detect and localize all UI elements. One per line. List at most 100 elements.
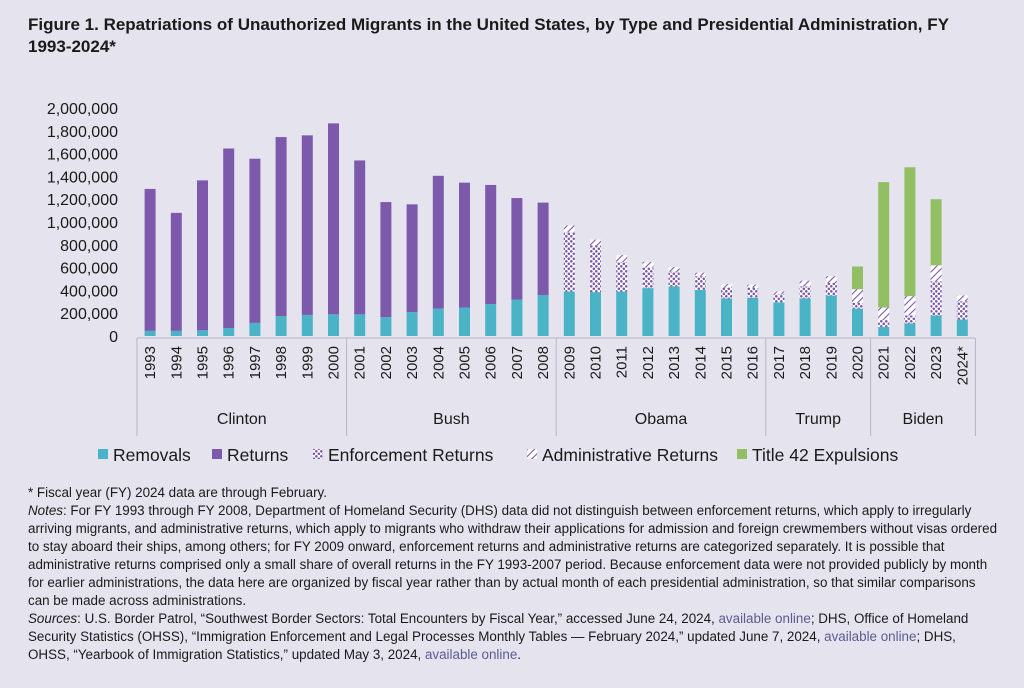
x-tick-label: 2019 xyxy=(823,346,840,379)
figure-title: Figure 1. Repatriations of Unauthorized … xyxy=(28,15,949,56)
x-tick-label: 2011 xyxy=(614,346,631,378)
stacked-bar-chart: 0 200,000 400,000 600,000 800,000 1,000,000 1,… xyxy=(47,101,976,465)
x-tick-label: 2010 xyxy=(588,346,605,379)
source-link-1[interactable]: available online xyxy=(718,611,811,626)
bar-segment-removals xyxy=(904,323,916,336)
x-tick-label: 2017 xyxy=(771,346,788,379)
administration-label: Bush xyxy=(433,411,469,428)
bar-segment-title-42-expulsions xyxy=(852,266,863,290)
legend-swatch xyxy=(212,449,222,459)
bar-segment-removals xyxy=(380,317,392,336)
y-tick-label: 2,000,000 xyxy=(47,101,118,118)
bar-segment-removals xyxy=(144,330,156,336)
bar-segment-removals xyxy=(354,314,366,336)
bar-segment-removals xyxy=(852,308,863,336)
bar-segment-removals xyxy=(825,295,837,336)
bar-segment-enforcement-returns xyxy=(694,276,706,290)
legend-swatch xyxy=(527,449,537,459)
bar-segment-returns xyxy=(301,135,313,315)
bar-segment-returns xyxy=(537,202,549,295)
bar-segment-removals xyxy=(563,291,575,336)
bar-segment-removals xyxy=(328,314,339,336)
bar-segment-removals xyxy=(616,291,628,336)
legend-label: Enforcement Returns xyxy=(328,445,494,465)
y-tick-label: 800,000 xyxy=(60,238,118,255)
bar-segment-enforcement-returns xyxy=(878,320,890,327)
notes-label: Notes xyxy=(28,503,63,518)
y-tick-label: 1,400,000 xyxy=(47,169,118,186)
bars xyxy=(144,123,968,336)
x-tick-label: 2007 xyxy=(509,346,526,379)
bar-segment-enforcement-returns xyxy=(825,282,837,296)
bar-segment-returns xyxy=(432,175,444,309)
bar-segment-removals xyxy=(249,322,261,336)
administration-label: Obama xyxy=(635,411,688,428)
bar-segment-returns xyxy=(380,202,392,318)
sources-text-3: ; DHS, OHSS, “Yearbook of Immigration St… xyxy=(28,629,956,662)
notes-paragraph: Notes: For FY 1993 through FY 2008, Depa… xyxy=(28,502,998,610)
bar-segment-removals xyxy=(930,315,942,336)
sources-paragraph: Sources: U.S. Border Patrol, “Southwest … xyxy=(28,610,998,664)
legend: Removals Returns Enforcement Returns Admini… xyxy=(98,445,898,465)
bar-segment-administrative-returns xyxy=(904,296,916,316)
y-tick-label: 1,600,000 xyxy=(47,147,118,164)
administration-label: Trump xyxy=(795,411,841,428)
bar-segment-enforcement-returns xyxy=(904,315,916,324)
bar-segment-removals xyxy=(511,299,523,336)
bar-segment-administrative-returns xyxy=(825,276,837,283)
bar-segment-removals xyxy=(170,330,182,336)
x-tick-label: 2016 xyxy=(745,346,762,379)
y-axis: 0 200,000 400,000 600,000 800,000 1,000,000 1,… xyxy=(47,101,118,346)
sources-text-2: ; DHS, Office of Homeland Security Stati… xyxy=(28,611,969,644)
x-tick-label: 2018 xyxy=(797,346,814,379)
x-tick-label: 2009 xyxy=(561,346,578,379)
administration-label: Clinton xyxy=(217,411,267,428)
bar-segment-removals xyxy=(432,308,444,336)
sources-label: Sources xyxy=(28,611,78,626)
bar-segment-enforcement-returns xyxy=(956,301,968,320)
x-tick-label: 2020 xyxy=(850,346,867,379)
bar-segment-title-42-expulsions xyxy=(930,199,942,266)
x-tick-label: 2004 xyxy=(430,346,447,379)
bar-segment-administrative-returns xyxy=(930,265,942,282)
bar-segment-enforcement-returns xyxy=(930,281,942,316)
bar-segment-administrative-returns xyxy=(878,307,890,321)
bar-segment-enforcement-returns xyxy=(747,287,759,298)
bar-segment-removals xyxy=(223,328,235,336)
x-tick-label: 2022 xyxy=(902,346,919,379)
sources-text-4: . xyxy=(517,647,522,662)
bar-segment-returns xyxy=(459,182,470,308)
bar-segment-enforcement-returns xyxy=(773,294,785,303)
chart-notes: * Fiscal year (FY) 2024 data are through… xyxy=(28,484,998,664)
bar-segment-removals xyxy=(878,326,890,336)
bar-segment-enforcement-returns xyxy=(852,302,863,309)
bar-segment-enforcement-returns xyxy=(590,245,601,293)
bar-segment-administrative-returns xyxy=(852,289,863,303)
legend-swatch xyxy=(737,449,747,459)
bar-segment-administrative-returns xyxy=(590,239,601,246)
bar-segment-removals xyxy=(799,298,811,336)
bar-segment-removals xyxy=(956,319,968,336)
x-tick-label: 2001 xyxy=(352,346,369,379)
footnote: * Fiscal year (FY) 2024 data are through… xyxy=(28,485,327,500)
x-axis: 1993 1994 1995 1996 1997 1998 1999 2000 2001 2002… xyxy=(136,337,976,436)
x-tick-label: 1998 xyxy=(273,346,290,379)
bar-segment-enforcement-returns xyxy=(616,261,628,292)
bar-segment-enforcement-returns xyxy=(799,286,811,299)
x-tick-label: 2024* xyxy=(954,346,971,385)
source-link-3[interactable]: available online xyxy=(424,647,518,662)
bar-segment-returns xyxy=(511,198,523,300)
source-link-2[interactable]: available online xyxy=(824,629,917,644)
y-tick-label: 1,800,000 xyxy=(47,124,118,141)
bar-segment-removals xyxy=(459,307,470,336)
bar-segment-removals xyxy=(721,298,732,336)
y-tick-label: 200,000 xyxy=(60,306,118,323)
bar-segment-enforcement-returns xyxy=(642,267,654,289)
legend-label: Returns xyxy=(227,445,289,465)
bar-segment-removals xyxy=(301,314,313,336)
bar-segment-enforcement-returns xyxy=(668,271,680,287)
y-tick-label: 400,000 xyxy=(60,283,118,300)
x-tick-label: 1995 xyxy=(195,346,212,379)
legend-label: Title 42 Expulsions xyxy=(752,445,898,465)
administration-label: Biden xyxy=(903,411,944,428)
